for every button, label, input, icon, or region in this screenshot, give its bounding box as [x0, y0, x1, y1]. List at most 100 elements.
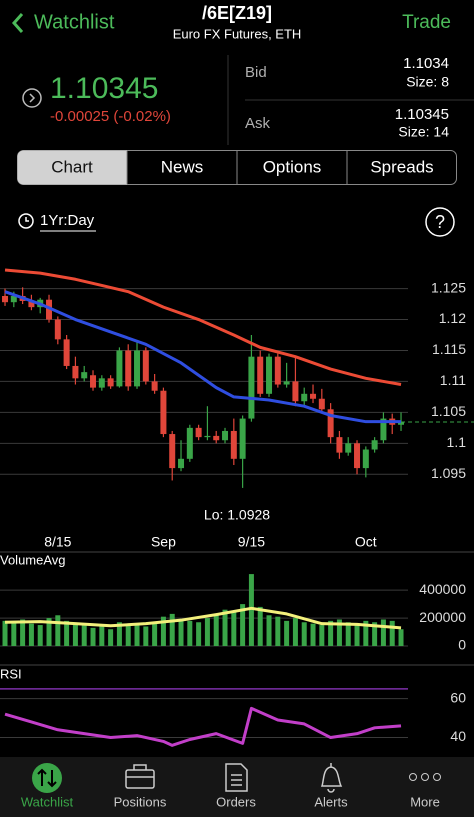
- volume-bar: [2, 620, 8, 646]
- volume-bar: [99, 626, 105, 646]
- pane-title: RSI: [0, 666, 22, 681]
- volume-bar: [345, 622, 351, 646]
- y-tick-label: 40: [450, 728, 466, 744]
- volume-bar: [372, 622, 378, 646]
- watchlist-icon[interactable]: [32, 763, 62, 793]
- candle-body: [222, 430, 229, 441]
- trade-button[interactable]: Trade: [402, 12, 451, 33]
- candle-body: [195, 427, 202, 438]
- candle-body: [98, 378, 105, 388]
- tab[interactable]: News: [161, 157, 204, 176]
- candle-body: [248, 356, 255, 419]
- tab[interactable]: Spreads: [370, 157, 433, 176]
- low-annotation: Lo: 1.0928: [204, 507, 270, 523]
- back-icon[interactable]: [11, 13, 24, 33]
- volume-bar: [64, 620, 70, 646]
- candle-body: [107, 378, 114, 387]
- volume-bar: [240, 604, 246, 646]
- clock-hands: [25, 217, 29, 222]
- volume-bar: [125, 625, 131, 646]
- candle-body: [2, 296, 9, 303]
- candle-body: [266, 356, 273, 394]
- subtitle: Euro FX Futures, ETH: [173, 26, 302, 41]
- more-dot[interactable]: [421, 773, 429, 781]
- pane-title: VolumeAvg: [0, 552, 66, 567]
- volume-bar: [398, 629, 404, 646]
- tab-selected: [17, 150, 127, 185]
- indicator-line: [4, 268, 402, 387]
- alerts-icon[interactable]: [320, 763, 343, 793]
- more-dot[interactable]: [409, 773, 417, 781]
- nav-item[interactable]: Positions: [114, 794, 167, 809]
- volume-bar: [310, 623, 316, 646]
- candle-body: [204, 435, 211, 438]
- volume-bar: [143, 626, 149, 646]
- x-tick-label: Oct: [355, 534, 377, 550]
- volume-bar: [20, 619, 26, 646]
- candle-body: [125, 350, 132, 387]
- candle-body: [63, 339, 70, 366]
- candle-body: [380, 418, 387, 441]
- volume-bar: [380, 619, 386, 646]
- volume-bar: [81, 625, 87, 646]
- y-tick-label: 1.105: [431, 403, 466, 419]
- volume-bar: [152, 622, 158, 646]
- tab[interactable]: Chart: [51, 157, 93, 176]
- candle-body: [72, 365, 79, 379]
- volume-bar: [389, 620, 395, 646]
- ask-size: Size: 14: [398, 124, 449, 140]
- candle-body: [178, 458, 185, 469]
- candle-body: [186, 427, 193, 459]
- candle-body: [274, 356, 281, 385]
- bid-size: Size: 8: [406, 74, 449, 90]
- candle-body: [46, 299, 53, 320]
- candle-body: [10, 296, 17, 303]
- volume-bar: [28, 623, 34, 646]
- volume-bar: [55, 615, 61, 646]
- positions-icon[interactable]: [125, 769, 155, 789]
- volume-bar: [319, 625, 325, 646]
- candle-body: [169, 434, 176, 469]
- last-price: 1.10345: [50, 72, 158, 105]
- expand-icon[interactable]: [22, 88, 42, 108]
- candle-body: [257, 356, 264, 394]
- candle-body: [151, 381, 158, 391]
- ask-label: Ask: [245, 115, 271, 132]
- candle-body: [283, 381, 290, 385]
- tab[interactable]: Options: [263, 157, 322, 176]
- y-tick-label: 1.125: [431, 279, 466, 295]
- nav-item[interactable]: More: [410, 794, 440, 809]
- y-tick-label: 0: [458, 637, 466, 653]
- ask: 1.10345: [395, 106, 449, 123]
- volume-bar: [37, 625, 43, 646]
- nav-item[interactable]: Alerts: [314, 794, 348, 809]
- volume-bar: [11, 622, 17, 646]
- candle-body: [345, 443, 352, 453]
- help-button[interactable]: [425, 207, 455, 237]
- volume-bar: [90, 627, 96, 646]
- candle-body: [160, 390, 167, 435]
- x-tick-label: Sep: [151, 534, 176, 550]
- more-dot[interactable]: [433, 773, 441, 781]
- y-tick-label: 1.095: [431, 465, 466, 481]
- orders-icon[interactable]: [225, 763, 248, 792]
- x-tick-label: 8/15: [44, 534, 71, 550]
- volume-bar: [292, 618, 298, 646]
- timeframe[interactable]: 1Yr:Day: [40, 212, 95, 229]
- candle-body: [336, 437, 343, 453]
- candle-body: [81, 372, 88, 379]
- volume-bar: [46, 618, 52, 646]
- volume-bar: [328, 620, 334, 646]
- volume-bar: [222, 609, 228, 646]
- back-button[interactable]: Watchlist: [34, 11, 115, 33]
- nav-item[interactable]: Orders: [216, 794, 256, 809]
- y-tick-label: 60: [450, 689, 466, 705]
- volume-bar: [284, 620, 290, 646]
- y-tick-label: 1.12: [439, 310, 466, 326]
- volume-bar: [301, 622, 307, 646]
- candle-body: [213, 435, 220, 441]
- nav-item[interactable]: Watchlist: [21, 794, 74, 809]
- volume-bar: [187, 620, 193, 646]
